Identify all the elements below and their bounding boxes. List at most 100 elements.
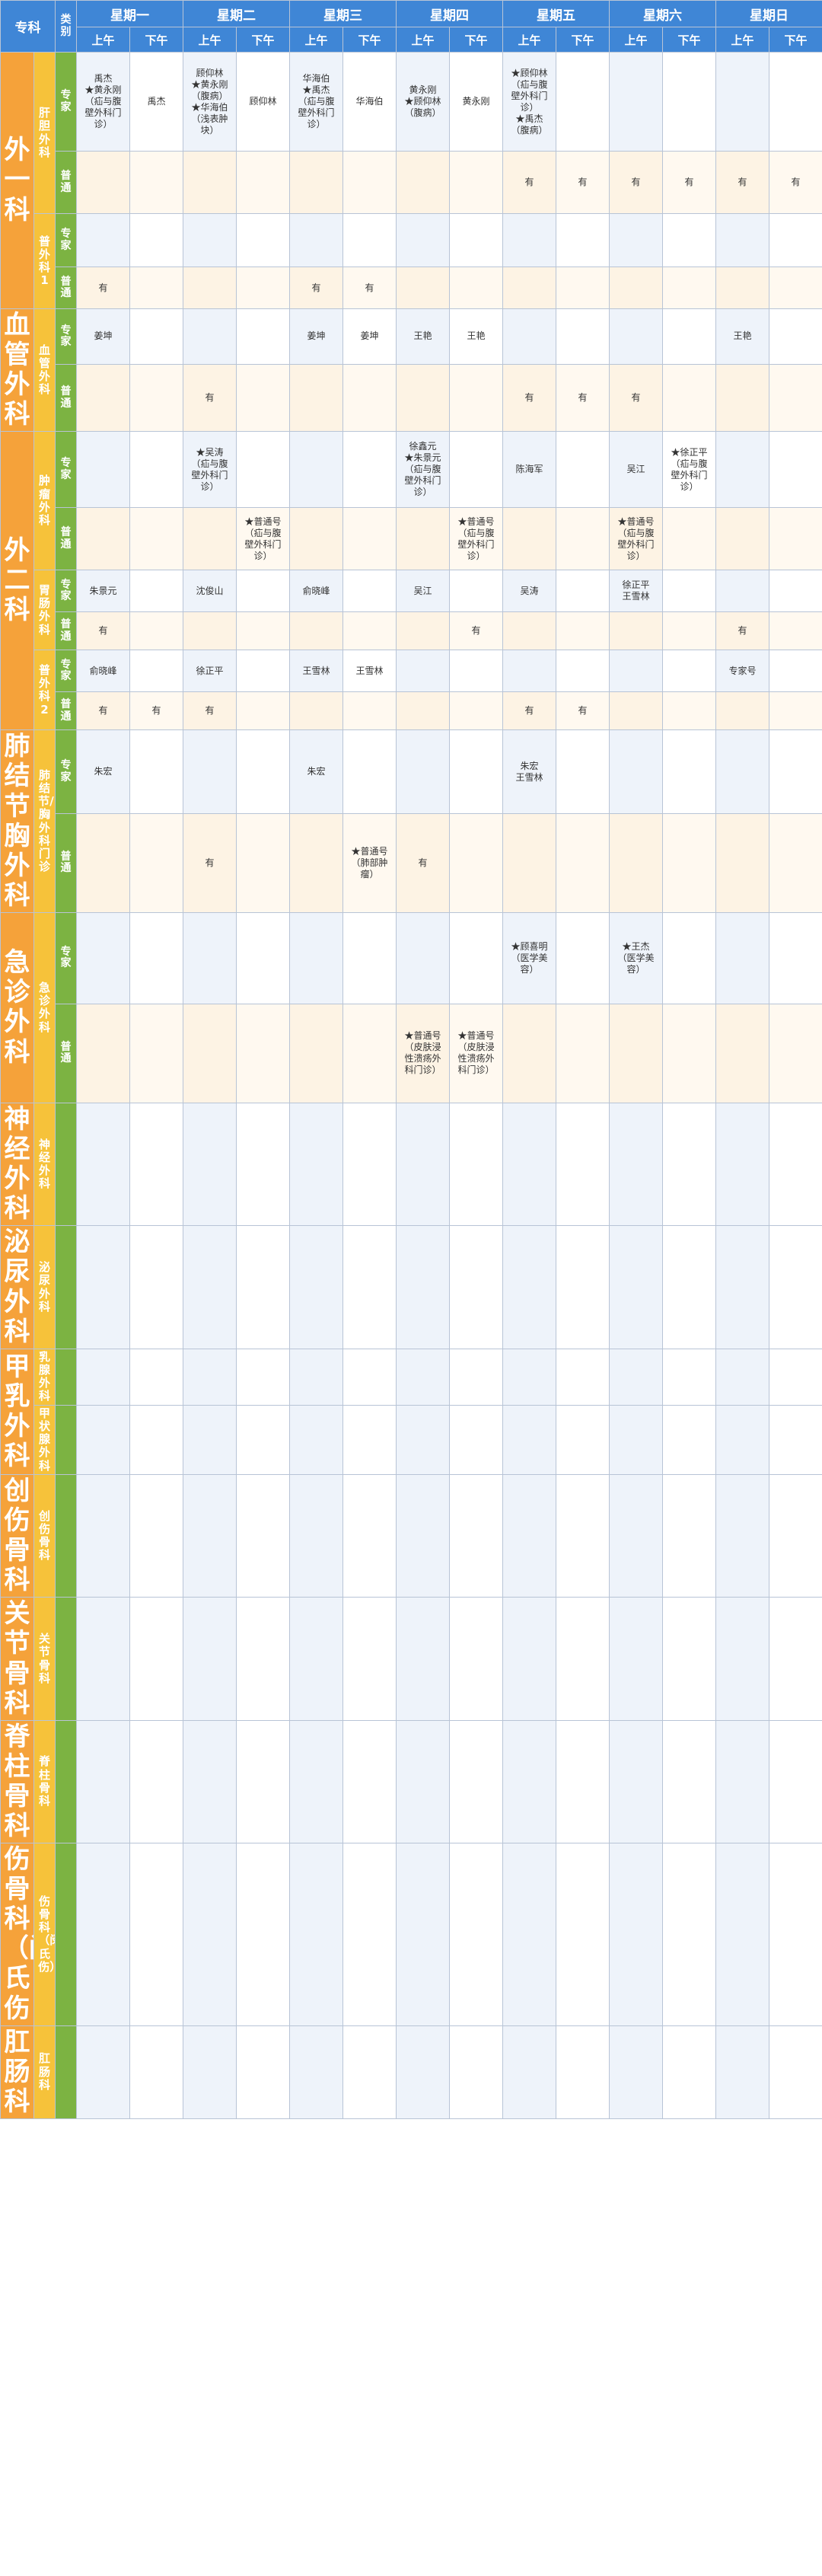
- schedule-cell: [236, 151, 290, 214]
- schedule-cell: [769, 267, 822, 309]
- schedule-cell: [502, 267, 556, 309]
- schedule-cell: [236, 1404, 290, 1475]
- schedule-cell: [76, 507, 130, 571]
- schedule-cell: [396, 691, 450, 731]
- schedule-cell: ★吴涛 （疝与腹 壁外科门 诊）: [183, 431, 237, 509]
- schedule-cell: [183, 267, 237, 309]
- schedule-cell: [556, 1225, 610, 1349]
- schedule-cell: [289, 1473, 343, 1598]
- schedule-cell: [609, 1597, 663, 1721]
- schedule-cell: [449, 2025, 503, 2119]
- schedule-cell: 姜坤: [76, 308, 130, 365]
- schedule-cell: [236, 729, 290, 814]
- schedule-cell: [183, 611, 237, 651]
- category-label: [55, 1102, 77, 1227]
- schedule-cell: [609, 650, 663, 693]
- schedule-row: 创伤骨科 创伤骨科: [0, 1473, 822, 1598]
- schedule-cell: [76, 431, 130, 509]
- schedule-cell: [129, 812, 183, 913]
- schedule-cell: [129, 308, 183, 365]
- schedule-cell: [769, 1843, 822, 2026]
- half-day-header-am: 上午: [396, 27, 450, 53]
- schedule-cell: 姜坤: [342, 308, 397, 365]
- schedule-cell: 有: [556, 363, 610, 433]
- schedule-cell: [769, 729, 822, 814]
- schedule-cell: [502, 1719, 556, 1844]
- subspecialty-label: 脊柱骨科: [33, 1719, 56, 1844]
- schedule-cell: [396, 1404, 450, 1475]
- schedule-cell: [342, 1225, 397, 1349]
- schedule-cell: 有: [183, 812, 237, 913]
- schedule-cell: 有: [715, 151, 769, 214]
- schedule-cell: [396, 363, 450, 433]
- schedule-cell: 徐鑫元 ★朱景元 （疝与腹 壁外科门 诊）: [396, 431, 450, 509]
- category-label: 普通: [55, 267, 77, 309]
- schedule-cell: 黄永刚 ★顾仰林 （腹病）: [396, 52, 450, 152]
- schedule-cell: [769, 1102, 822, 1227]
- schedule-cell: 有: [715, 611, 769, 651]
- schedule-cell: [76, 812, 130, 913]
- subspecialty-label: 创伤骨科: [33, 1473, 56, 1598]
- schedule-cell: [502, 507, 556, 571]
- schedule-cell: [289, 611, 343, 651]
- half-day-header-pm: 下午: [449, 27, 503, 53]
- schedule-cell: [236, 650, 290, 693]
- subspecialty-label: 关节骨科: [33, 1597, 56, 1721]
- schedule-row: 急诊外科 急诊外科 专家 ★顾喜明 （医学美 容） ★王杰 （医学美 容）: [0, 911, 822, 1103]
- schedule-cell: [76, 1597, 130, 1721]
- schedule-cell: [769, 213, 822, 267]
- subspecialty-label: 胃肠外科: [33, 570, 56, 651]
- schedule-cell: [556, 1473, 610, 1598]
- schedule-cell: [662, 691, 716, 731]
- schedule-cell: 禹杰 ★黄永刚 （疝与腹 壁外科门 诊）: [76, 52, 130, 152]
- schedule-cell: [183, 2025, 237, 2119]
- category-label: 专家: [55, 213, 77, 267]
- schedule-cell: [449, 1348, 503, 1406]
- schedule-cell: 顾仰林: [236, 52, 290, 152]
- schedule-cell: [396, 1597, 450, 1721]
- schedule-cell: [396, 911, 450, 1004]
- schedule-row: 血管外科 血管外科 专家 姜坤 姜坤 姜坤 王艳 王艳 王艳: [0, 308, 822, 433]
- schedule-cell: [715, 1003, 769, 1103]
- schedule-row: 肺结节胸外科 肺结节/胸外科门诊 专家 朱宏 朱宏 朱宏 王雪林: [0, 729, 822, 913]
- schedule-cell: [396, 2025, 450, 2119]
- category-label: [55, 1843, 77, 2026]
- schedule-cell: [662, 507, 716, 571]
- schedule-cell: [342, 570, 397, 613]
- schedule-cell: ★顾仰林 （疝与腹 壁外科门 诊） ★禹杰 （腹病）: [502, 52, 556, 152]
- category-label: [55, 1473, 77, 1598]
- schedule-cell: [183, 1225, 237, 1349]
- schedule-cell: [662, 1003, 716, 1103]
- schedule-cell: [662, 52, 716, 152]
- schedule-cell: [662, 1473, 716, 1598]
- subspecialty-label: 普外科2: [33, 650, 56, 731]
- schedule-cell: [609, 308, 663, 365]
- specialty-label: 甲乳外科: [0, 1348, 34, 1475]
- schedule-cell: [289, 1102, 343, 1227]
- schedule-cell: [342, 2025, 397, 2119]
- schedule-cell: [129, 2025, 183, 2119]
- schedule-cell: [449, 1102, 503, 1227]
- schedule-cell: [129, 911, 183, 1004]
- schedule-cell: [289, 812, 343, 913]
- schedule-cell: [183, 1473, 237, 1598]
- schedule-table: 专科 类别 星期一 星期二 星期三 星期四 星期五 星期六 星期日 上午 下午 上午…: [0, 0, 822, 2119]
- schedule-cell: [396, 213, 450, 267]
- schedule-cell: [183, 1003, 237, 1103]
- schedule-row: 脊柱骨科 脊柱骨科: [0, 1719, 822, 1844]
- schedule-cell: [342, 363, 397, 433]
- schedule-cell: [609, 1102, 663, 1227]
- schedule-cell: [236, 1003, 290, 1103]
- schedule-row: 胃肠外科 专家 朱景元 沈俊山 俞晓峰 吴江 吴涛 徐正平 王雪林: [1, 570, 822, 651]
- schedule-cell: 沈俊山: [183, 570, 237, 613]
- half-day-header-pm: 下午: [556, 27, 610, 53]
- schedule-cell: [342, 1348, 397, 1406]
- schedule-row: 肛肠科 肛肠科: [0, 2025, 822, 2119]
- schedule-cell: [289, 363, 343, 433]
- schedule-row: 外一科 肝胆外科 专家 禹杰 ★黄永刚 （疝与腹 壁外科门 诊） 禹杰 顾仰林 ★黄永刚 …: [0, 52, 822, 309]
- category-label: 专家: [55, 911, 77, 1004]
- schedule-cell: [662, 2025, 716, 2119]
- schedule-cell: [715, 1102, 769, 1227]
- schedule-cell: [129, 213, 183, 267]
- schedule-cell: [396, 1719, 450, 1844]
